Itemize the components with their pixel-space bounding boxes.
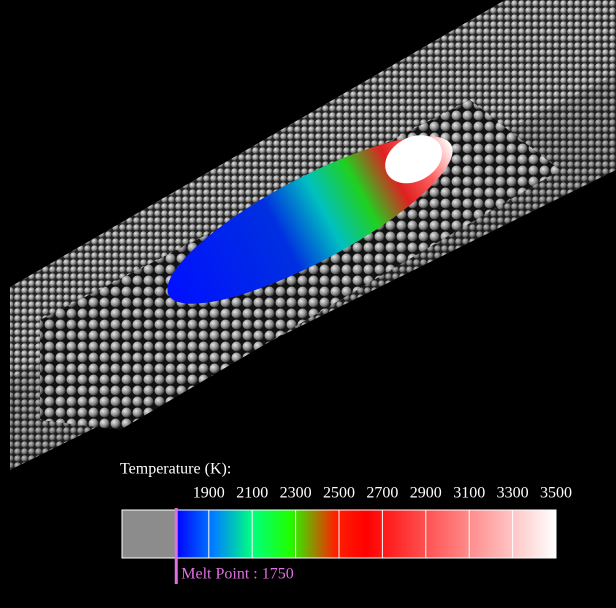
colorbar (176, 510, 556, 558)
tick-label: 3500 (540, 485, 572, 502)
legend-title: Temperature (K): (120, 461, 231, 478)
tick-label: 2900 (410, 485, 442, 502)
solid-band (122, 510, 176, 558)
tick-label: 1900 (193, 485, 225, 502)
tick-label: 2500 (323, 485, 355, 502)
tick-label: 2300 (280, 485, 312, 502)
tick-label: 2100 (236, 485, 268, 502)
tick-label: 2700 (366, 485, 398, 502)
scene: Temperature (K): 1900 2100 2300 2500 2700 290… (0, 0, 616, 608)
tick-label: 3100 (453, 485, 485, 502)
melt-point-label: Melt Point : 1750 (181, 566, 293, 583)
tick-label: 3300 (497, 485, 529, 502)
page: Temperature (K): 1900 2100 2300 2500 2700 290… (0, 0, 616, 608)
